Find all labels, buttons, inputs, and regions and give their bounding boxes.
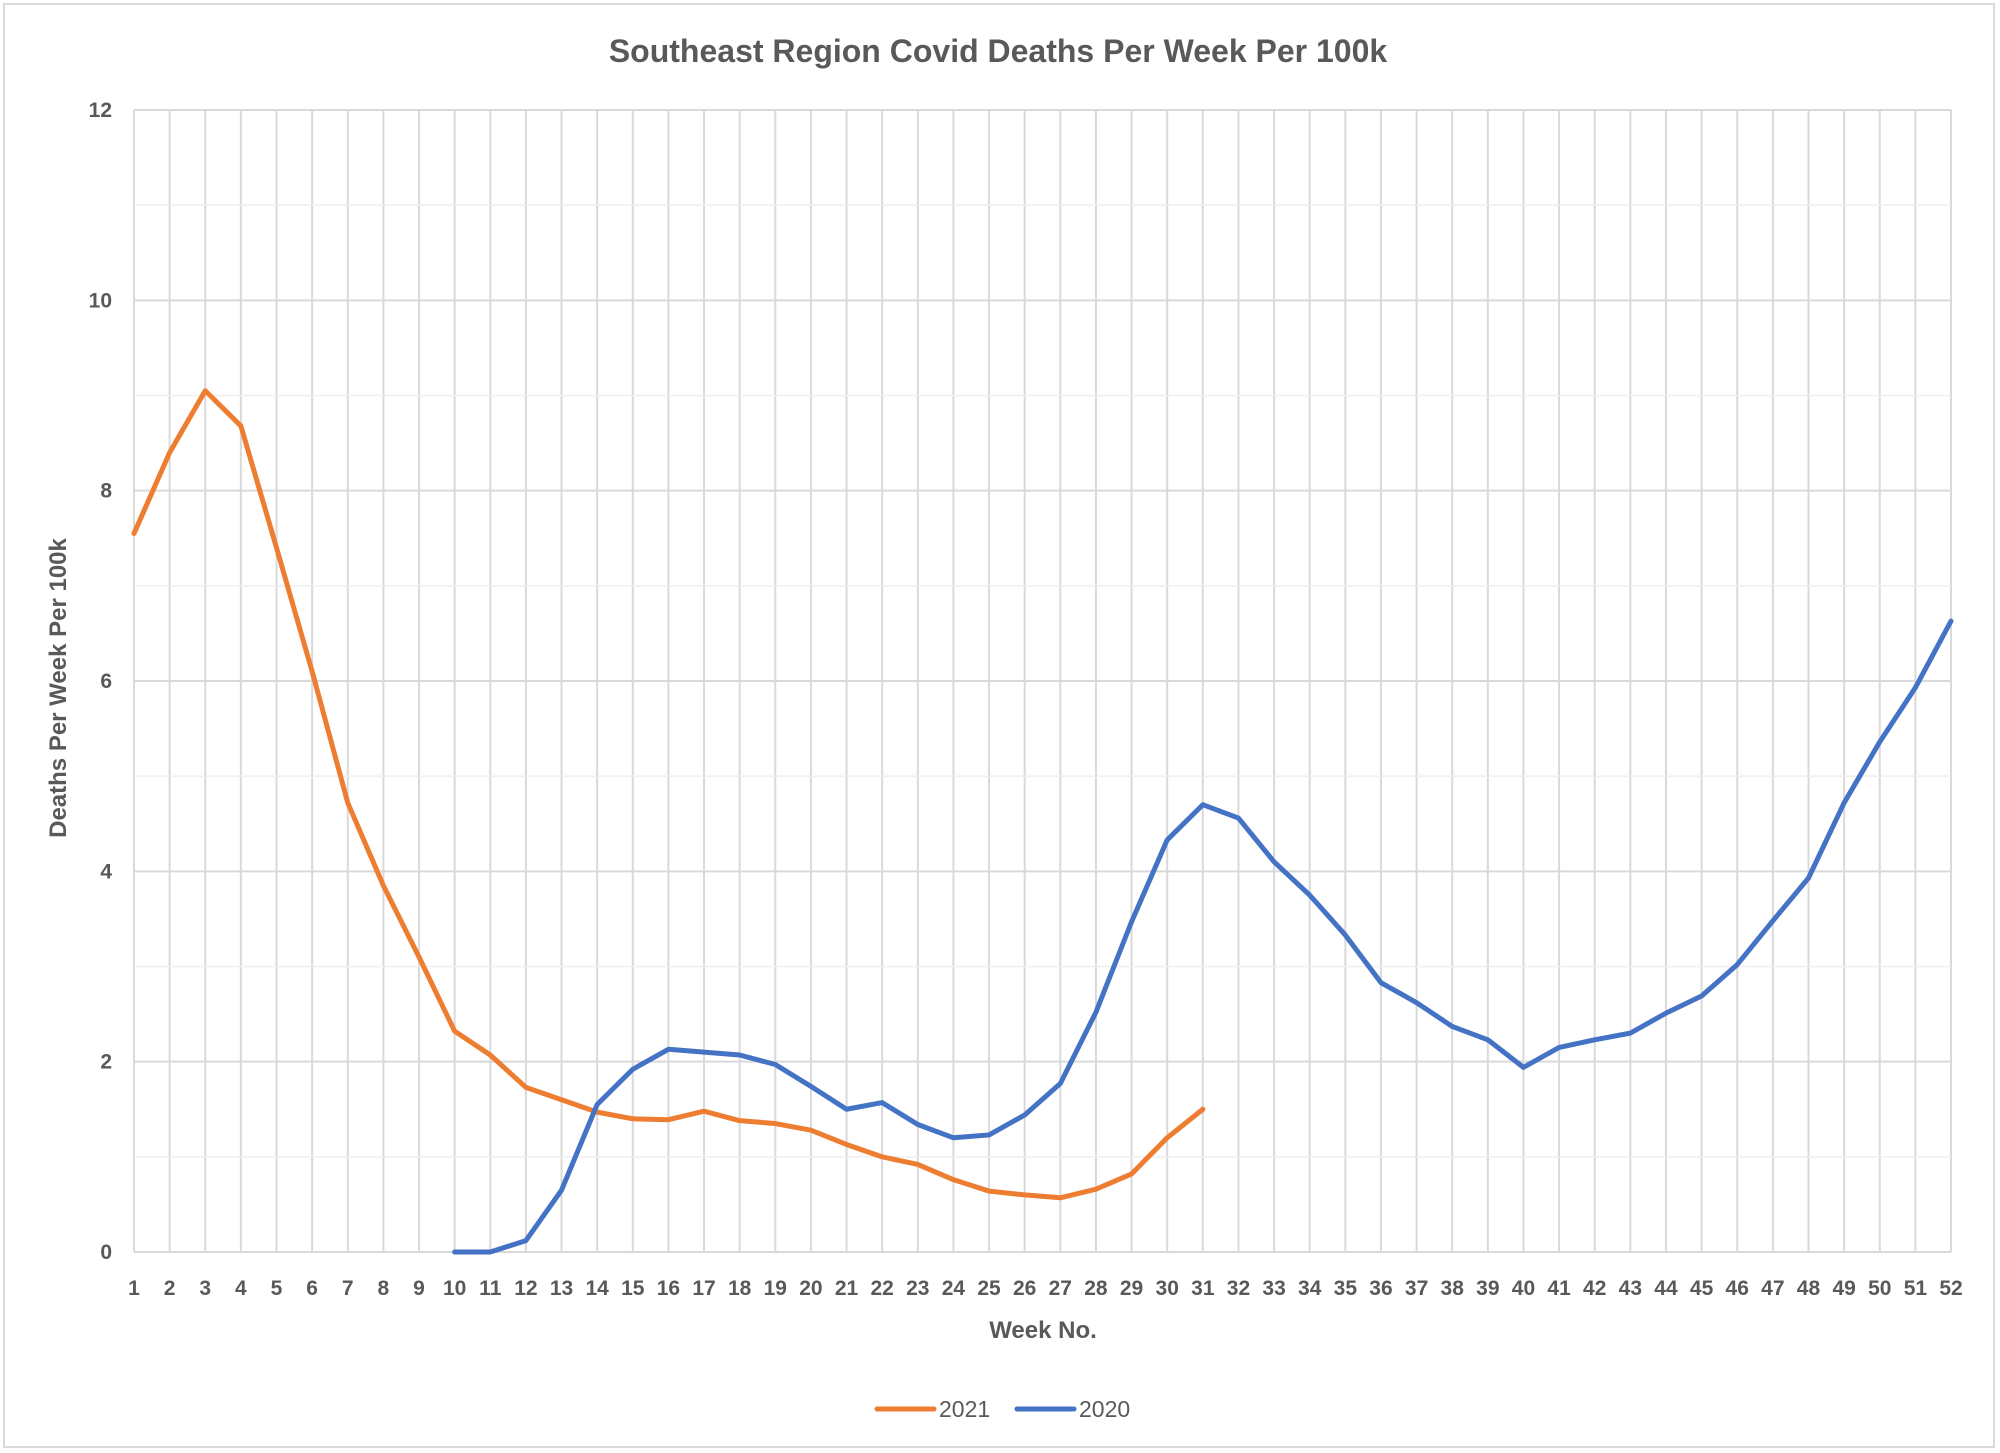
x-tick-label: 36 <box>1369 1277 1392 1300</box>
x-tick-label: 3 <box>199 1277 211 1300</box>
x-tick-label: 25 <box>977 1277 1001 1300</box>
series-line-2020 <box>452 618 1954 1255</box>
x-tick-label: 33 <box>1262 1277 1285 1300</box>
x-tick-label: 41 <box>1547 1277 1571 1300</box>
x-tick-label: 47 <box>1761 1277 1784 1300</box>
chart-frame <box>3 3 1995 1448</box>
x-tick-label: 49 <box>1832 1277 1855 1300</box>
series-lines <box>131 388 1954 1255</box>
x-tick-label: 7 <box>342 1277 354 1300</box>
x-tick-label: 9 <box>413 1277 425 1300</box>
y-tick-label: 4 <box>100 860 112 883</box>
x-tick-label: 12 <box>514 1277 537 1300</box>
gridlines <box>133 109 1952 1253</box>
x-tick-label: 18 <box>728 1277 752 1300</box>
x-tick-label: 28 <box>1084 1277 1108 1300</box>
y-tick-label: 6 <box>100 670 112 693</box>
x-axis-title: Week No. <box>989 1317 1097 1344</box>
x-tick-label: 6 <box>306 1277 318 1300</box>
legend-item-2021: 2021 <box>874 1396 990 1422</box>
x-tick-label: 8 <box>378 1277 390 1300</box>
x-tick-label: 21 <box>835 1277 859 1300</box>
x-tick-label: 34 <box>1298 1277 1322 1300</box>
x-tick-label: 30 <box>1156 1277 1179 1300</box>
x-tick-label: 27 <box>1049 1277 1072 1300</box>
y-axis-title: Deaths Per Week Per 100k <box>45 537 72 837</box>
x-tick-label: 16 <box>657 1277 680 1300</box>
x-tick-label: 51 <box>1904 1277 1928 1300</box>
legend: 2021 2020 <box>874 1396 1130 1422</box>
x-tick-label: 4 <box>235 1277 247 1300</box>
x-tick-label: 22 <box>870 1277 893 1300</box>
y-tick-label: 8 <box>100 480 112 503</box>
x-tick-label: 32 <box>1227 1277 1250 1300</box>
x-tick-label: 11 <box>479 1277 502 1300</box>
legend-label: 2021 <box>939 1396 990 1422</box>
x-tick-label: 29 <box>1120 1277 1143 1300</box>
x-tick-label: 26 <box>1013 1277 1036 1300</box>
x-tick-label: 2 <box>164 1277 176 1300</box>
x-tick-label: 10 <box>443 1277 466 1300</box>
x-tick-label: 31 <box>1191 1277 1215 1300</box>
y-tick-label: 0 <box>100 1241 112 1264</box>
x-tick-label: 20 <box>799 1277 822 1300</box>
legend-item-2020: 2020 <box>1014 1396 1130 1422</box>
x-tick-label: 37 <box>1405 1277 1428 1300</box>
x-tick-label: 38 <box>1441 1277 1465 1300</box>
x-tick-label: 45 <box>1690 1277 1714 1300</box>
x-tick-label: 24 <box>942 1277 966 1300</box>
x-tick-label: 46 <box>1726 1277 1749 1300</box>
x-tick-label: 40 <box>1512 1277 1535 1300</box>
x-tick-label: 50 <box>1868 1277 1891 1300</box>
x-tick-label: 48 <box>1797 1277 1821 1300</box>
x-tick-label: 44 <box>1654 1277 1678 1300</box>
x-tick-label: 5 <box>271 1277 283 1300</box>
x-tick-label: 19 <box>764 1277 787 1300</box>
x-tick-label: 39 <box>1476 1277 1499 1300</box>
x-tick-label: 14 <box>585 1277 609 1300</box>
y-tick-label: 2 <box>100 1051 112 1074</box>
x-axis-ticks: 1 2 3 4 5 6 7 8 9 10 11 12 13 14 15 16 17 18 19 20 21 22 23 24 2… <box>128 1277 1963 1300</box>
x-tick-label: 35 <box>1334 1277 1358 1300</box>
y-tick-label: 12 <box>89 99 112 122</box>
legend-label: 2020 <box>1079 1396 1130 1422</box>
y-tick-label: 10 <box>89 289 112 312</box>
y-axis-ticks: 0 2 4 6 8 10 12 <box>89 99 113 1264</box>
x-tick-label: 52 <box>1939 1277 1962 1300</box>
x-tick-label: 43 <box>1619 1277 1642 1300</box>
x-tick-label: 15 <box>621 1277 645 1300</box>
x-tick-label: 17 <box>692 1277 715 1300</box>
x-tick-label: 23 <box>906 1277 929 1300</box>
series-line-2021 <box>131 388 1206 1201</box>
x-tick-label: 1 <box>128 1277 140 1300</box>
chart-title: Southeast Region Covid Deaths Per Week P… <box>609 33 1388 69</box>
x-tick-label: 42 <box>1583 1277 1606 1300</box>
x-tick-label: 13 <box>550 1277 573 1300</box>
